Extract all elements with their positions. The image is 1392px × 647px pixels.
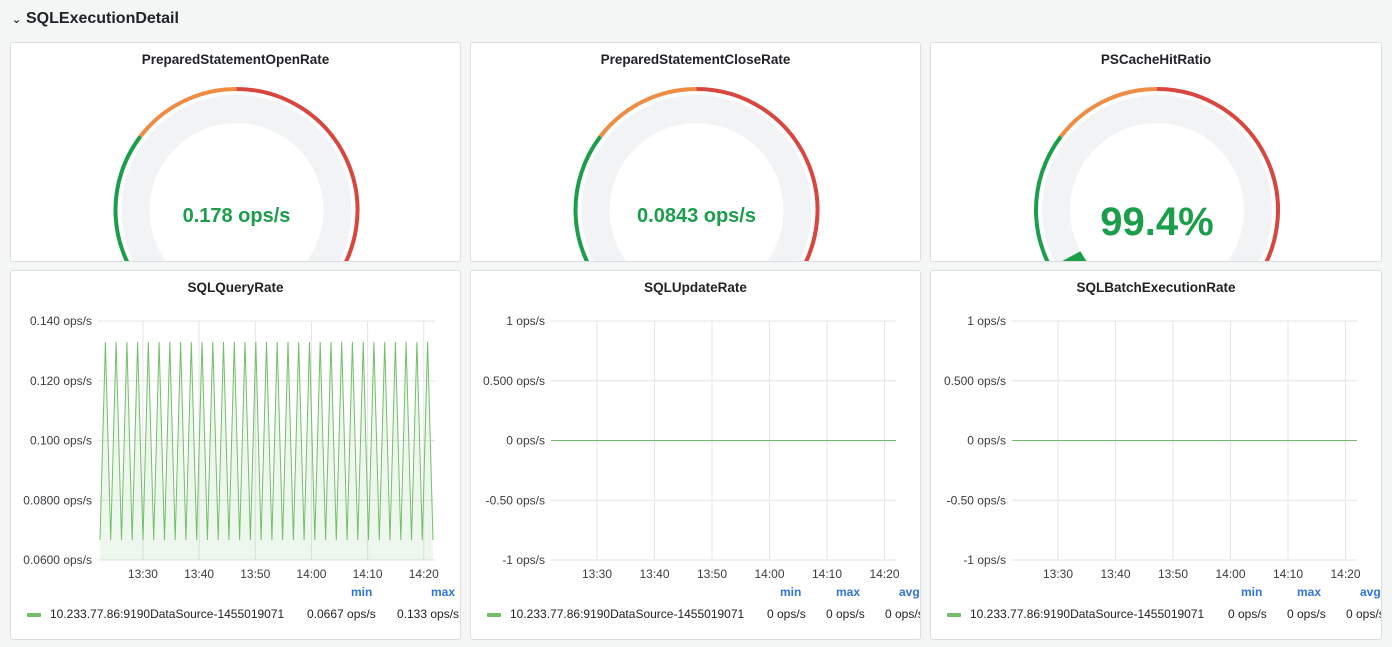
legend-swatch[interactable]	[27, 613, 41, 617]
legend-header-min[interactable]: min	[1241, 585, 1263, 599]
legend-value-max: 0 ops/s	[1287, 607, 1326, 621]
legend: min max avg 10.233.77.86:9190DataSource-…	[471, 585, 920, 631]
y-tick-label: 0.0600 ops/s	[23, 553, 92, 567]
y-tick-label: -0.50 ops/s	[947, 493, 1006, 507]
panel-prepared-statement-open-rate[interactable]: PreparedStatementOpenRate 0.178 ops/s	[10, 42, 461, 262]
legend-header-max[interactable]: max	[431, 585, 456, 599]
panel-sql-update-rate[interactable]: SQLUpdateRate 1 ops/s 0.500 ops/s 0 ops/s -…	[470, 270, 921, 640]
gauge-track	[121, 94, 352, 261]
y-tick-label: 0.100 ops/s	[30, 434, 92, 448]
x-tick-label: 14:00	[754, 567, 784, 581]
x-tick-label: 14:00	[1215, 567, 1245, 581]
gauge-threshold-arc	[1034, 135, 1063, 261]
y-tick-label: 0.0800 ops/s	[23, 493, 92, 507]
series-line	[99, 341, 434, 541]
graph-sql-query-rate[interactable]: 0.140 ops/s 0.120 ops/s 0.100 ops/s 0.0800 …	[11, 271, 461, 640]
x-tick-label: 13:40	[184, 567, 214, 581]
x-tick-label: 13:50	[1158, 567, 1188, 581]
legend-header-min[interactable]: min	[780, 585, 802, 599]
panel-sql-batch-execution-rate[interactable]: SQLBatchExecutionRate 1 ops/s 0.500 ops/s…	[930, 270, 1382, 640]
legend-series-name[interactable]: 10.233.77.86:9190DataSource-1455019071	[50, 607, 285, 621]
legend-series-name[interactable]: 10.233.77.86:9190DataSource-1455019071	[970, 607, 1205, 621]
legend-header-min[interactable]: min	[351, 585, 373, 599]
x-tick-label: 14:10	[812, 567, 842, 581]
y-tick-label: 0 ops/s	[506, 434, 545, 448]
y-tick-label: -1 ops/s	[963, 553, 1006, 567]
gauge-value-text: 0.178 ops/s	[183, 205, 291, 227]
panel-title: PreparedStatementCloseRate	[600, 52, 791, 67]
x-tick-label: 13:50	[697, 567, 727, 581]
y-tick-label: 0.140 ops/s	[30, 314, 92, 328]
legend-header-max[interactable]: max	[836, 585, 861, 599]
gauge-value-text: 0.0843 ops/s	[637, 205, 756, 227]
y-tick-label: -0.50 ops/s	[486, 493, 545, 507]
gauge-ps-cache-hit-ratio: 99.4%	[1034, 87, 1280, 261]
gauge-track	[581, 94, 812, 261]
gauge-prepared-statement-close-rate: 0.0843 ops/s	[573, 87, 820, 261]
y-tick-label: 1 ops/s	[967, 314, 1006, 328]
x-tick-label: 13:40	[639, 567, 669, 581]
panel-prepared-statement-close-rate[interactable]: PreparedStatementCloseRate 0.0843 ops/s	[470, 42, 921, 262]
x-tick-label: 13:30	[128, 567, 158, 581]
legend-header-avg[interactable]: avg	[899, 585, 920, 599]
legend-series-name[interactable]: 10.233.77.86:9190DataSource-1455019071	[510, 607, 745, 621]
legend-value-min: 0.0667 ops/s	[307, 607, 376, 621]
x-tick-label: 14:20	[869, 567, 899, 581]
row-header-sqlexecutiondetail[interactable]: ⌄ SQLExecutionDetail	[12, 6, 179, 32]
legend: min max avg 10.233.77.86:9190DataSource-…	[931, 585, 1381, 631]
gauge-threshold-arc	[696, 87, 820, 261]
legend-swatch[interactable]	[487, 613, 501, 617]
y-tick-label: 0.120 ops/s	[30, 374, 92, 388]
legend-value-avg: 0 ops/s	[1346, 607, 1382, 621]
legend-swatch[interactable]	[947, 613, 961, 617]
x-tick-label: 13:30	[582, 567, 612, 581]
gauge-threshold-arc	[1059, 87, 1158, 138]
chevron-down-icon: ⌄	[12, 13, 22, 26]
x-tick-label: 14:10	[353, 567, 383, 581]
x-tick-label: 14:00	[296, 567, 326, 581]
x-tick-label: 14:10	[1273, 567, 1303, 581]
gauge-threshold-arc	[138, 87, 237, 138]
panel-sql-query-rate[interactable]: SQLQueryRate 0.140 ops/s 0.120 ops/s 0.100…	[10, 270, 461, 640]
gauge-value-fill	[1062, 251, 1087, 261]
gauge-threshold-arc	[1156, 87, 1280, 261]
panel-title: SQLBatchExecutionRate	[1076, 280, 1236, 295]
gauge-track	[1042, 94, 1272, 261]
y-tick-label: -1 ops/s	[502, 553, 545, 567]
legend-value-max: 0 ops/s	[826, 607, 865, 621]
panel-ps-cache-hit-ratio[interactable]: PSCacheHitRatio 99.4%	[930, 42, 1382, 262]
gauge-threshold-arc	[573, 135, 602, 261]
x-tick-label: 14:20	[1330, 567, 1360, 581]
graph-sql-update-rate[interactable]: 1 ops/s 0.500 ops/s 0 ops/s -0.50 ops/s -1 o…	[471, 271, 921, 640]
y-tick-label: 1 ops/s	[506, 314, 545, 328]
legend-value-max: 0.133 ops/s	[397, 607, 460, 621]
y-tick-label: 0.500 ops/s	[944, 374, 1006, 388]
gauge-prepared-statement-open-rate: 0.178 ops/s	[113, 87, 360, 261]
graph-sql-batch-execution-rate[interactable]: 1 ops/s 0.500 ops/s 0 ops/s -0.50 ops/s -1 o…	[931, 271, 1382, 640]
legend: min max 10.233.77.86:9190DataSource-1455…	[11, 585, 460, 631]
row-title: SQLExecutionDetail	[26, 10, 179, 27]
x-tick-label: 14:20	[409, 567, 439, 581]
x-tick-label: 13:40	[1100, 567, 1130, 581]
legend-value-min: 0 ops/s	[1228, 607, 1267, 621]
y-tick-label: 0.500 ops/s	[483, 374, 545, 388]
series-area	[100, 341, 433, 560]
gauge-threshold-arc	[113, 135, 142, 261]
panel-title: PreparedStatementOpenRate	[141, 52, 330, 67]
x-tick-label: 13:50	[240, 567, 270, 581]
gauge-threshold-arc	[236, 87, 360, 261]
panel-title: SQLQueryRate	[187, 280, 284, 295]
gauge-value-text: 99.4%	[1100, 200, 1213, 244]
panel-title: SQLUpdateRate	[644, 280, 747, 295]
y-tick-label: 0 ops/s	[967, 434, 1006, 448]
legend-header-max[interactable]: max	[1297, 585, 1322, 599]
legend-value-min: 0 ops/s	[767, 607, 806, 621]
gauge-threshold-arc	[598, 87, 697, 138]
legend-header-avg[interactable]: avg	[1360, 585, 1381, 599]
panel-title: PSCacheHitRatio	[1100, 52, 1212, 67]
legend-value-avg: 0 ops/s	[885, 607, 921, 621]
x-tick-label: 13:30	[1043, 567, 1073, 581]
